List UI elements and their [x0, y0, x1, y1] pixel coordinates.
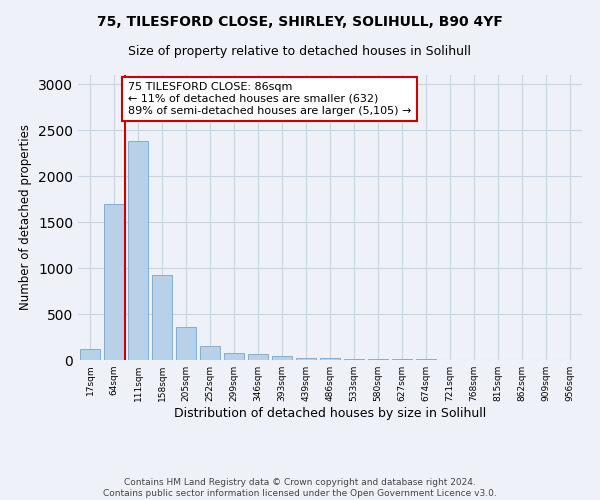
Bar	[200, 346, 220, 360]
Y-axis label: Number of detached properties: Number of detached properties	[19, 124, 32, 310]
Bar	[224, 352, 244, 360]
Text: 75, TILESFORD CLOSE, SHIRLEY, SOLIHULL, B90 4YF: 75, TILESFORD CLOSE, SHIRLEY, SOLIHULL, …	[97, 15, 503, 29]
Bar	[104, 204, 124, 360]
Text: Size of property relative to detached houses in Solihull: Size of property relative to detached ho…	[128, 45, 472, 58]
Bar	[80, 350, 100, 360]
Bar	[368, 359, 388, 360]
Bar	[152, 276, 172, 360]
Text: Contains HM Land Registry data © Crown copyright and database right 2024.
Contai: Contains HM Land Registry data © Crown c…	[103, 478, 497, 498]
Bar	[296, 358, 316, 360]
Bar	[344, 358, 364, 360]
Bar	[176, 327, 196, 360]
Bar	[248, 354, 268, 360]
Text: 75 TILESFORD CLOSE: 86sqm
← 11% of detached houses are smaller (632)
89% of semi: 75 TILESFORD CLOSE: 86sqm ← 11% of detac…	[128, 82, 411, 116]
Bar	[128, 141, 148, 360]
Bar	[392, 359, 412, 360]
Bar	[320, 358, 340, 360]
X-axis label: Distribution of detached houses by size in Solihull: Distribution of detached houses by size …	[174, 407, 486, 420]
Bar	[272, 356, 292, 360]
